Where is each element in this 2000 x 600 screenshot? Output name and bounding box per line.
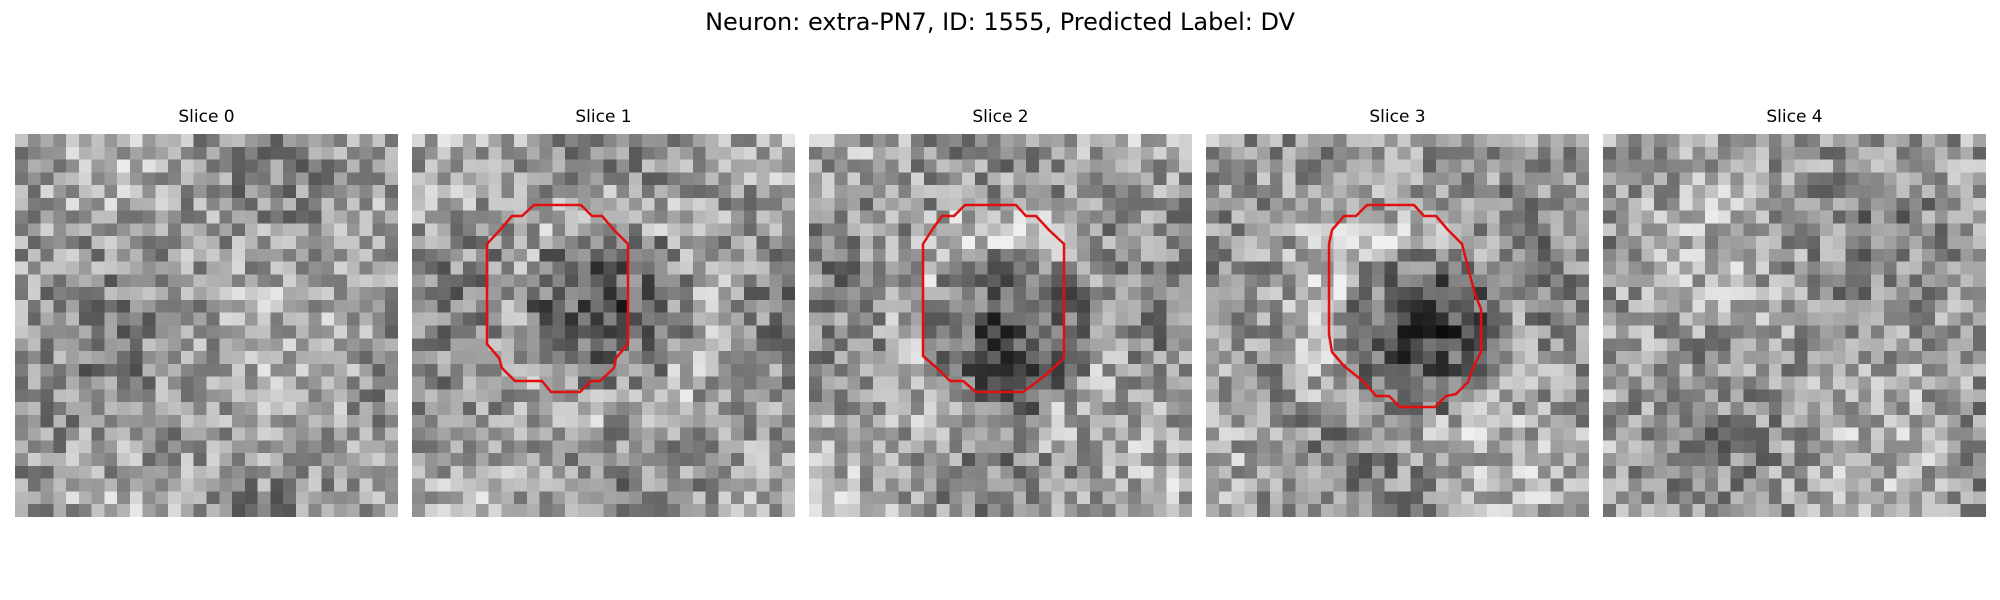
neuron-contour	[485, 203, 630, 394]
microscopy-slice-image	[1206, 134, 1589, 517]
neuron-contour-overlay	[1327, 203, 1483, 409]
figure-title: Neuron: extra-PN7, ID: 1555, Predicted L…	[705, 8, 1295, 36]
slice-image	[412, 134, 795, 517]
slice-title: Slice 0	[178, 107, 235, 127]
neuron-contour-overlay	[921, 203, 1066, 394]
microscopy-slice-image	[809, 134, 1192, 517]
slice-title: Slice 2	[972, 107, 1029, 127]
slice-title: Slice 3	[1369, 107, 1426, 127]
slice-image	[809, 134, 1192, 517]
neuron-contour	[1327, 203, 1483, 409]
slice-image	[1206, 134, 1589, 517]
neuron-contour-overlay	[485, 203, 630, 394]
slice-image	[1603, 134, 1986, 517]
microscopy-slice-image	[1603, 134, 1986, 517]
slice-title: Slice 4	[1766, 107, 1823, 127]
microscopy-slice-image	[15, 134, 398, 517]
neuron-contour	[921, 203, 1066, 394]
slice-image	[15, 134, 398, 517]
slice-title: Slice 1	[575, 107, 632, 127]
microscopy-slice-image	[412, 134, 795, 517]
